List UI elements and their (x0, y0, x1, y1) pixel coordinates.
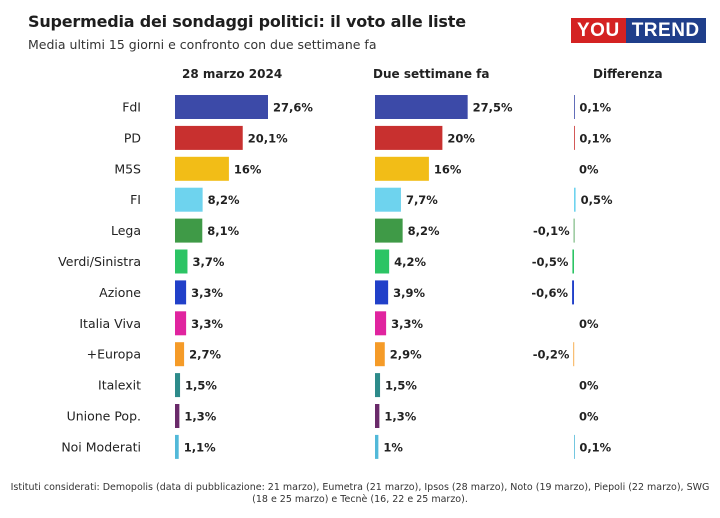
category-label-fi: FI (130, 192, 141, 207)
bar-previous-italia-viva (375, 311, 387, 336)
bar-current-noi-moderati (175, 434, 179, 459)
footnote-line-2: (18 e 25 marzo) e Tecnè (16, 22 e 25 mar… (252, 494, 468, 505)
bar-current-italia-viva (175, 311, 187, 336)
value-label-previous-lega: 8,2% (408, 224, 440, 238)
value-label-difference-azione: -0,6% (531, 286, 568, 300)
bar-current-fi (175, 187, 203, 212)
value-label-difference-europa: -0,2% (533, 348, 570, 362)
value-label-previous-fi: 7,7% (406, 193, 438, 207)
bar-difference-azione (572, 280, 574, 305)
value-label-previous-noi-moderati: 1% (383, 440, 403, 454)
bar-previous-azione (375, 280, 389, 305)
category-label-pd: PD (124, 130, 141, 145)
value-label-current-azione: 3,3% (191, 286, 223, 300)
bar-current-m5s (175, 156, 229, 181)
bar-current-lega (175, 218, 203, 243)
bar-current-verdi-sinistra (175, 249, 188, 274)
category-label-verdi-sinistra: Verdi/Sinistra (58, 254, 141, 269)
value-label-previous-unione-pop: 1,3% (384, 410, 416, 424)
value-label-previous-fdi: 27,5% (473, 101, 513, 115)
bar-difference-fdi (574, 95, 575, 119)
bar-previous-europa (375, 342, 385, 367)
value-label-previous-m5s: 16% (434, 162, 462, 176)
value-label-difference-fdi: 0,1% (579, 101, 611, 115)
value-label-previous-italia-viva: 3,3% (391, 317, 423, 331)
bar-chart: FdI 27,6% 27,5% 0,1% PD 20,1% 20% 0,1% M5S 16% 16%… (58, 95, 613, 459)
bar-difference-pd (574, 125, 575, 150)
chart-title: Supermedia dei sondaggi politici: il vot… (28, 12, 466, 31)
bar-previous-fi (375, 187, 401, 212)
bar-previous-pd (375, 125, 443, 150)
category-label-italia-viva: Italia Viva (79, 316, 141, 331)
value-label-current-italia-viva: 3,3% (191, 317, 223, 331)
value-label-current-lega: 8,1% (207, 224, 239, 238)
bar-previous-m5s (375, 156, 429, 181)
value-label-difference-unione-pop: 0% (579, 410, 599, 424)
column-header-current: 28 marzo 2024 (182, 67, 283, 81)
value-label-difference-fi: 0,5% (581, 193, 613, 207)
value-label-previous-azione: 3,9% (393, 286, 425, 300)
value-label-difference-italexit: 0% (579, 379, 599, 393)
value-label-previous-italexit: 1,5% (385, 379, 417, 393)
footnote: Istituti considerati: Demopolis (data di… (0, 482, 720, 506)
value-label-difference-verdi-sinistra: -0,5% (532, 255, 569, 269)
value-label-current-europa: 2,7% (189, 348, 221, 362)
bar-current-unione-pop (175, 404, 180, 428)
value-label-current-fdi: 27,6% (273, 101, 313, 115)
category-label-noi-moderati: Noi Moderati (61, 439, 141, 454)
chart-subtitle: Media ultimi 15 giorni e confronto con d… (28, 37, 377, 52)
category-label-azione: Azione (99, 285, 141, 300)
value-label-difference-italia-viva: 0% (579, 317, 599, 331)
bar-current-azione (175, 280, 187, 305)
bar-previous-unione-pop (375, 404, 380, 428)
logo-trend-text: TREND (625, 18, 706, 43)
category-label-m5s: M5S (114, 161, 141, 176)
bar-difference-lega (573, 218, 575, 243)
bar-difference-europa (573, 342, 575, 367)
footnote-line-1: Istituti considerati: Demopolis (data di… (10, 482, 710, 493)
value-label-difference-pd: 0,1% (579, 131, 611, 145)
value-label-difference-noi-moderati: 0,1% (579, 440, 611, 454)
column-header-difference: Differenza (593, 67, 663, 81)
value-label-difference-lega: -0,1% (533, 224, 570, 238)
value-label-difference-m5s: 0% (579, 162, 599, 176)
youtrend-logo: YOU TREND (571, 18, 706, 43)
value-label-current-m5s: 16% (234, 162, 262, 176)
bar-current-italexit (175, 373, 181, 398)
bar-current-fdi (175, 95, 268, 119)
bar-current-pd (175, 125, 243, 150)
bar-difference-fi (574, 187, 576, 212)
value-label-current-italexit: 1,5% (185, 379, 217, 393)
value-label-previous-pd: 20% (447, 131, 475, 145)
bar-previous-italexit (375, 373, 381, 398)
bar-previous-noi-moderati (375, 434, 379, 459)
logo-you-text: YOU (571, 18, 626, 43)
value-label-current-pd: 20,1% (248, 131, 288, 145)
bar-previous-fdi (375, 95, 468, 119)
value-label-previous-europa: 2,9% (390, 348, 422, 362)
bar-difference-noi-moderati (574, 434, 575, 459)
bar-current-europa (175, 342, 185, 367)
value-label-previous-verdi-sinistra: 4,2% (394, 255, 426, 269)
category-label-europa: +Europa (87, 347, 141, 362)
value-label-current-fi: 8,2% (208, 193, 240, 207)
value-label-current-noi-moderati: 1,1% (184, 440, 216, 454)
category-label-unione-pop: Unione Pop. (67, 409, 141, 424)
category-label-italexit: Italexit (98, 378, 141, 393)
column-header-previous: Due settimane fa (373, 67, 490, 81)
value-label-current-verdi-sinistra: 3,7% (192, 255, 224, 269)
value-label-current-unione-pop: 1,3% (184, 410, 216, 424)
bar-previous-lega (375, 218, 403, 243)
category-label-fdi: FdI (122, 100, 141, 115)
bar-difference-verdi-sinistra (572, 249, 574, 274)
category-label-lega: Lega (111, 223, 141, 238)
bar-previous-verdi-sinistra (375, 249, 390, 274)
